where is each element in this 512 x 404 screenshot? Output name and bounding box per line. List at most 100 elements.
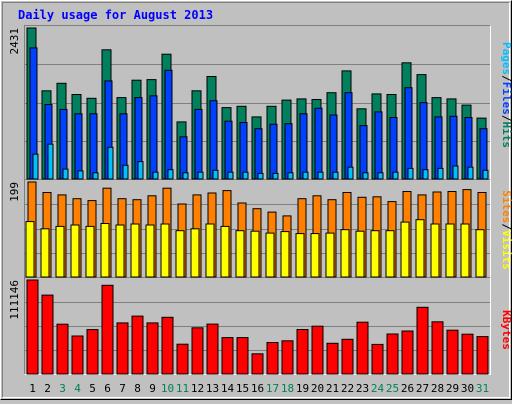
bar-visits-day-20: [310, 233, 320, 278]
bar-pages-day-10: [167, 169, 174, 180]
bar-pages-day-8: [137, 161, 144, 180]
x-label-day-3: 3: [59, 382, 66, 395]
x-label-day-27: 27: [416, 382, 429, 395]
bar-files-day-12: [194, 108, 203, 180]
bar-visits-day-7: [115, 224, 125, 278]
bar-pages-day-12: [197, 171, 204, 180]
bar-pages-day-15: [242, 171, 249, 180]
x-label-day-28: 28: [431, 382, 444, 395]
bar-kbytes-day-31: [476, 336, 489, 375]
x-label-day-26: 26: [401, 382, 414, 395]
x-label-day-22: 22: [341, 382, 354, 395]
x-label-day-23: 23: [356, 382, 369, 395]
bar-pages-day-19: [302, 171, 309, 180]
x-label-day-5: 5: [89, 382, 96, 395]
bar-visits-day-9: [145, 224, 155, 278]
bar-kbytes-day-16: [251, 353, 264, 375]
bar-visits-day-15: [235, 230, 245, 278]
bar-kbytes-day-21: [326, 342, 339, 375]
x-label-day-19: 19: [296, 382, 309, 395]
legend-kbytes: KBytes: [500, 310, 512, 350]
bar-visits-day-24: [370, 230, 380, 278]
bar-visits-day-6: [100, 223, 110, 278]
bar-files-day-5: [89, 113, 98, 180]
bar-visits-day-28: [430, 223, 440, 278]
bar-pages-day-18: [287, 172, 294, 180]
x-label-day-15: 15: [236, 382, 249, 395]
bar-kbytes-day-28: [431, 321, 444, 375]
legend-middle: Sites/Visits: [500, 190, 512, 270]
bar-files-day-4: [74, 113, 83, 180]
bar-visits-day-12: [190, 228, 200, 278]
bar-visits-day-19: [295, 233, 305, 278]
bar-files-day-14: [224, 120, 233, 180]
bar-pages-day-21: [332, 171, 339, 180]
bar-kbytes-day-10: [161, 316, 174, 375]
legend-bottom: KBytes: [500, 310, 512, 350]
bar-kbytes-day-20: [311, 325, 324, 375]
bar-files-day-15: [239, 122, 248, 180]
x-label-day-20: 20: [311, 382, 324, 395]
bar-pages-day-26: [407, 167, 414, 180]
x-label-day-7: 7: [119, 382, 126, 395]
legend-hits: Hits: [500, 122, 512, 149]
bar-visits-day-3: [55, 225, 65, 278]
x-label-day-8: 8: [134, 382, 141, 395]
bar-kbytes-day-26: [401, 330, 414, 375]
bar-kbytes-day-4: [71, 335, 84, 375]
bar-files-day-13: [209, 100, 218, 180]
bar-kbytes-day-23: [356, 321, 369, 375]
bar-files-day-23: [359, 125, 368, 180]
x-label-day-6: 6: [104, 382, 111, 395]
legend-sep: /: [500, 115, 512, 122]
y-max-label: 199: [8, 182, 21, 202]
bar-visits-day-30: [460, 223, 470, 278]
bar-pages-day-11: [182, 172, 189, 180]
bar-kbytes-day-14: [221, 337, 234, 375]
bar-kbytes-day-9: [146, 322, 159, 375]
bar-files-day-24: [374, 111, 383, 180]
bar-visits-day-31: [475, 229, 485, 278]
bar-kbytes-day-29: [446, 329, 459, 375]
bar-pages-day-16: [257, 172, 264, 180]
bar-pages-day-29: [452, 165, 459, 180]
bar-visits-day-13: [205, 223, 215, 278]
bar-files-day-16: [254, 128, 263, 180]
y-axis-max-labels: 2431 199 111146: [8, 28, 21, 320]
bar-files-day-19: [299, 113, 308, 180]
bar-visits-day-11: [175, 230, 185, 278]
bar-files-day-27: [419, 102, 428, 180]
bar-files-day-20: [314, 107, 323, 180]
bar-pages-day-24: [377, 172, 384, 180]
legend-pages: Pages: [500, 42, 512, 75]
x-label-day-11: 11: [176, 382, 189, 395]
bar-visits-day-23: [355, 230, 365, 278]
inner-border-dark: [2, 2, 510, 398]
bar-kbytes-day-24: [371, 343, 384, 375]
bar-visits-day-25: [385, 230, 395, 278]
inner-border-light: [2, 2, 510, 398]
x-label-day-25: 25: [386, 382, 399, 395]
bar-kbytes-day-25: [386, 333, 399, 375]
bar-files-day-10: [164, 69, 173, 180]
bar-pages-day-1: [32, 153, 39, 180]
bar-kbytes-day-13: [206, 323, 219, 375]
bar-visits-day-27: [415, 219, 425, 278]
bar-visits-day-8: [130, 223, 140, 278]
x-label-day-14: 14: [221, 382, 235, 395]
bar-visits-day-26: [400, 221, 410, 278]
bar-pages-day-17: [272, 172, 279, 180]
bar-kbytes-day-11: [176, 343, 189, 375]
bar-files-day-18: [284, 123, 293, 180]
bar-visits-day-4: [70, 224, 80, 278]
legend-visits: Visits: [500, 230, 512, 270]
bar-visits-day-16: [250, 230, 260, 278]
bar-pages-day-9: [152, 171, 159, 180]
bar-kbytes-day-22: [341, 338, 354, 375]
legend-sep: /: [500, 75, 512, 82]
bar-visits-day-14: [220, 225, 230, 278]
bar-kbytes-day-30: [461, 333, 474, 375]
x-label-day-9: 9: [149, 382, 156, 395]
